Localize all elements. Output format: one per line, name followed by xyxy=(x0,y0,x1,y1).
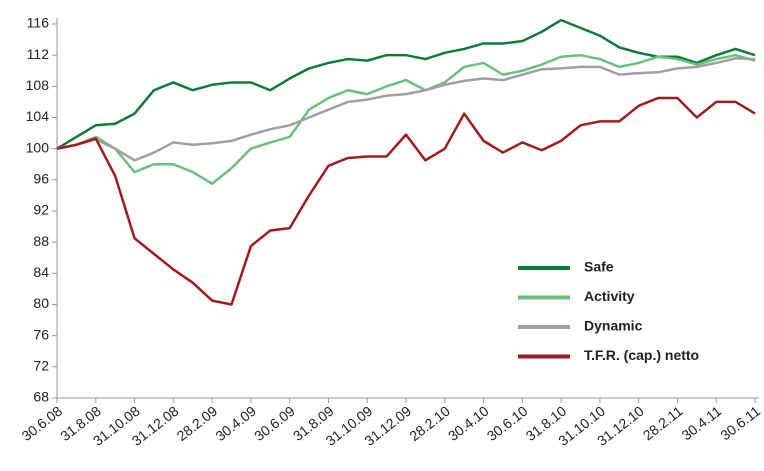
line-series xyxy=(56,53,756,185)
legend-label: Activity xyxy=(584,288,635,304)
x-tick-label: 30.6.10 xyxy=(484,403,531,444)
y-tick-label: 104 xyxy=(26,108,50,124)
legend-label: T.F.R. (cap.) netto xyxy=(584,347,699,363)
y-tick-label: 80 xyxy=(33,295,49,311)
x-tick-label: 30.6.11 xyxy=(717,403,763,444)
x-tick-label: 30.4.10 xyxy=(445,403,492,444)
legend-label: Safe xyxy=(584,259,614,275)
y-tick-label: 88 xyxy=(33,233,49,249)
x-tick-label: 28.2.11 xyxy=(640,403,686,444)
y-tick-label: 76 xyxy=(33,326,49,342)
y-tick-label: 84 xyxy=(33,264,49,280)
x-tick-label: 28.2.09 xyxy=(174,403,221,444)
x-tick-label: 28.2.10 xyxy=(406,403,453,444)
x-tick-label: 30.4.11 xyxy=(679,403,725,444)
line-series xyxy=(56,96,756,306)
y-tick-label: 72 xyxy=(33,358,49,374)
y-tick-label: 100 xyxy=(26,139,50,155)
line-series xyxy=(56,57,756,162)
y-tick-label: 116 xyxy=(27,15,50,31)
x-tick-label: 30.4.09 xyxy=(212,403,259,444)
legend-label: Dynamic xyxy=(584,318,643,334)
y-tick-label: 92 xyxy=(33,202,49,218)
x-tick-label: 30.6.08 xyxy=(18,403,65,444)
x-tick-label: 30.6.09 xyxy=(251,403,298,444)
y-tick-label: 112 xyxy=(27,46,50,62)
line-series xyxy=(56,18,756,150)
y-tick-label: 96 xyxy=(33,171,49,187)
y-tick-label: 108 xyxy=(26,77,50,93)
y-tick-label: 68 xyxy=(33,389,49,405)
